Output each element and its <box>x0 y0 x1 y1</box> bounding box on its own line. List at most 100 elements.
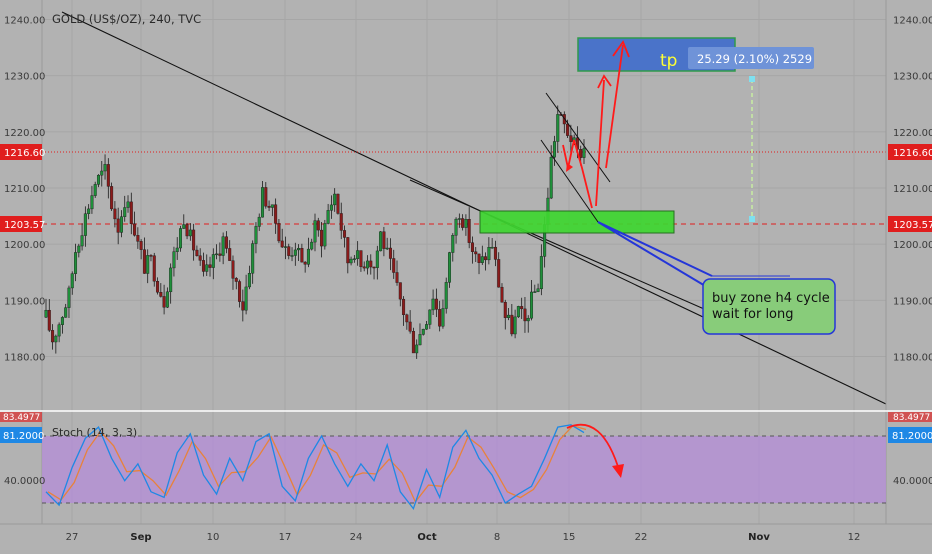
channel-lower-line[interactable] <box>540 139 599 223</box>
callout-pointer-2 <box>597 221 713 291</box>
candle-body <box>549 156 553 199</box>
price-tick-right: 1210.00 <box>893 184 932 195</box>
candle-body <box>129 201 133 224</box>
time-tick-label: 12 <box>848 532 861 543</box>
candle-body <box>119 216 123 233</box>
time-tick-label: Nov <box>748 532 770 543</box>
candle-body <box>349 258 353 264</box>
callout-box[interactable] <box>702 278 836 335</box>
candle-body <box>500 286 504 303</box>
second-leg-arrow-head <box>612 40 630 58</box>
candle-body <box>431 298 435 311</box>
candle-body <box>467 219 471 243</box>
candle-body <box>343 230 347 238</box>
candle-body <box>277 223 281 242</box>
candle-body <box>579 149 583 158</box>
candle-body <box>421 328 425 335</box>
candle-body <box>47 309 51 331</box>
candle-body <box>526 317 530 322</box>
time-tick-label: 24 <box>350 532 363 543</box>
candle-body <box>470 242 474 252</box>
candle-body <box>310 241 314 250</box>
stoch-clipped-text-right: 83.4977 <box>893 413 930 423</box>
candle-body <box>297 248 301 251</box>
candle-body <box>51 330 55 343</box>
candle-body <box>451 235 455 253</box>
candle-body <box>54 335 58 343</box>
candle-body <box>133 223 137 236</box>
candle-body <box>582 148 586 158</box>
candle-body <box>362 266 366 269</box>
candle-body <box>323 223 327 247</box>
candle-body <box>57 324 61 337</box>
callout-line-1: buy zone h4 cycle <box>712 291 830 306</box>
candle-body <box>329 204 333 211</box>
candle-body <box>392 258 396 273</box>
time-axis-labels: 27 Sep 10 17 24 Oct 8 15 22 Nov 12 <box>66 532 861 543</box>
candle-body <box>156 280 160 293</box>
callout-line-2: wait for long <box>712 307 794 322</box>
stoch-down-arrow <box>566 423 621 474</box>
candle-body <box>408 321 412 332</box>
candle-body <box>218 253 222 256</box>
stoch-d-line <box>47 424 587 504</box>
candle-body <box>70 273 74 289</box>
candle-body <box>306 248 310 265</box>
time-tick-label: 8 <box>494 532 500 543</box>
candle-body <box>126 201 130 208</box>
time-tick-label: 27 <box>66 532 79 543</box>
trendline-secondary[interactable] <box>409 179 753 331</box>
candle-body <box>234 278 238 282</box>
candle-body <box>80 235 84 247</box>
stoch-clipped-tag-right <box>888 412 932 422</box>
candle-body <box>313 220 317 243</box>
candle-body <box>379 231 383 252</box>
stoch-series <box>45 424 587 510</box>
candle-body <box>487 247 491 261</box>
candle-body <box>274 204 278 224</box>
candle-body <box>290 255 294 257</box>
projection-arrows <box>562 40 630 209</box>
candle-body <box>224 236 228 249</box>
buy-zone-rectangle[interactable] <box>479 210 675 234</box>
candle-body <box>264 187 268 207</box>
candle-body <box>251 243 255 274</box>
candle-body <box>280 240 284 248</box>
candle-body <box>175 247 179 252</box>
price-axis-ticks: 1240.00 1240.00 1230.00 1230.00 1220.00 1220.… <box>4 16 932 364</box>
time-tick-label: 10 <box>207 532 220 543</box>
measure-ruler-bottom-handle[interactable] <box>749 216 755 222</box>
stoch-title: Stoch (14, 3, 3) <box>52 426 137 439</box>
candle-body <box>182 224 186 229</box>
stoch-tick-left: 40.0000 <box>4 476 45 487</box>
candle-body <box>211 254 215 268</box>
candle-body <box>402 298 406 315</box>
candle-body <box>257 216 261 227</box>
candle-body <box>382 231 386 249</box>
candle-body <box>231 260 235 279</box>
candle-body <box>454 218 458 236</box>
candle-body <box>208 264 212 268</box>
candle-body <box>448 252 452 283</box>
candle-body <box>44 309 48 318</box>
candle-body <box>195 249 199 256</box>
candle-body <box>369 260 373 268</box>
candle-body <box>228 248 232 261</box>
candle-body <box>352 258 356 260</box>
price-tick-right: 1220.00 <box>893 128 932 139</box>
candle-body <box>516 306 520 318</box>
candle-body <box>428 309 432 325</box>
candle-body <box>503 301 507 318</box>
measure-ruler-top-handle[interactable] <box>749 76 755 82</box>
stoch-value-tag-left <box>0 427 42 443</box>
candle-body <box>388 247 392 259</box>
candle-body <box>513 316 517 335</box>
price-tick-left: 1210.00 <box>4 184 45 195</box>
candle-body <box>333 193 337 206</box>
first-leg-arrow <box>595 79 605 207</box>
candle-body <box>556 114 560 142</box>
candle-body <box>569 135 573 142</box>
candle-body <box>87 208 91 214</box>
